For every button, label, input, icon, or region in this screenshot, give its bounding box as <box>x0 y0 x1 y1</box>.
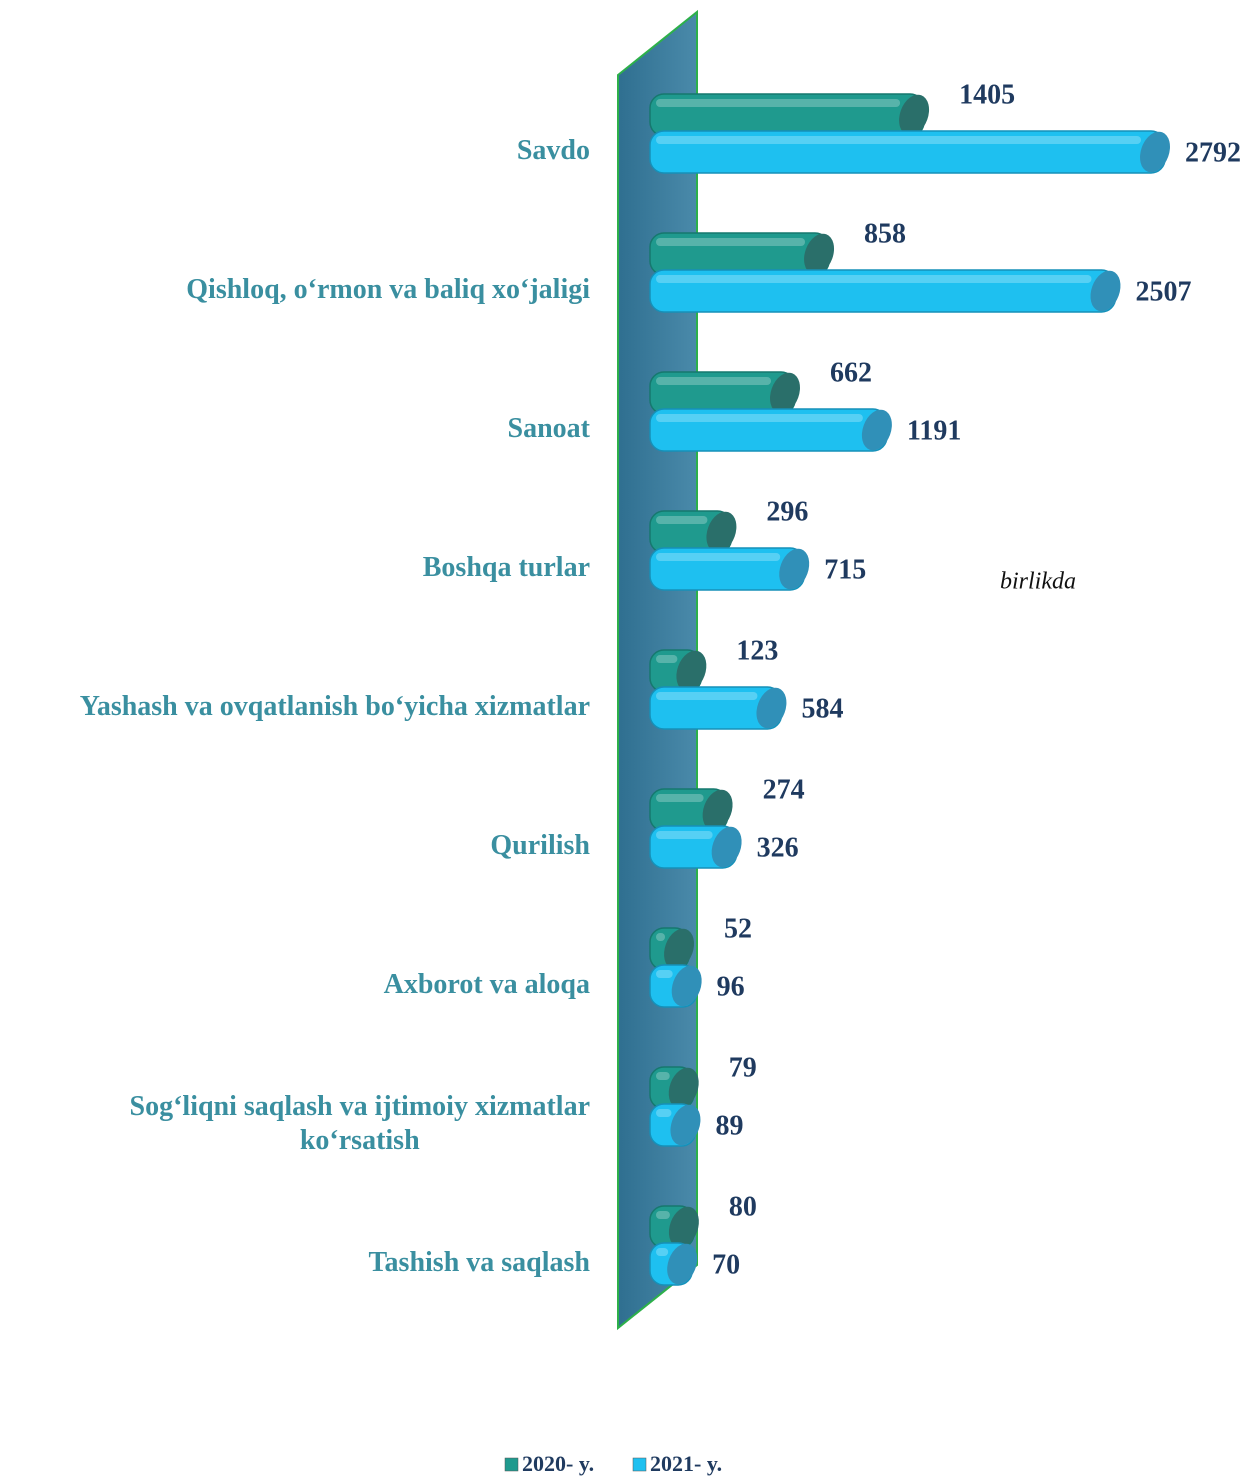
bar-cap <box>770 372 800 414</box>
legend-label: 2020- y. <box>522 1451 594 1476</box>
category-label: Qishloq, o‘rmon va baliq xo‘jaligi <box>186 274 590 305</box>
bar-highlight <box>656 692 758 700</box>
category-label: Boshqa turlar <box>422 552 590 583</box>
bar-cap <box>668 1067 699 1109</box>
bar-cap <box>779 548 810 590</box>
bar-cap <box>1140 131 1170 173</box>
bar-highlight <box>656 377 771 385</box>
bar-highlight <box>656 1211 670 1219</box>
value-label: 1191 <box>907 415 961 446</box>
value-label: 584 <box>801 693 843 724</box>
value-label: 2507 <box>1135 276 1191 307</box>
bar-cap <box>702 789 733 831</box>
value-label: 96 <box>717 971 745 1002</box>
bar-cap <box>1090 270 1121 312</box>
value-label: 1405 <box>959 79 1015 110</box>
bar-highlight <box>656 1072 670 1080</box>
category-label: Yashash va ovqatlanish bo‘yicha xizmatla… <box>79 691 590 722</box>
bar-cap <box>706 511 737 553</box>
bar-cap <box>711 826 742 868</box>
bar-cap <box>668 1206 699 1248</box>
legend-label: 2021- y. <box>650 1451 722 1476</box>
bar-highlight <box>656 933 666 941</box>
category-label: Sanoat <box>507 413 590 444</box>
legend-swatch <box>504 1457 519 1472</box>
bar-highlight <box>656 1248 669 1256</box>
legend-swatch <box>632 1457 647 1472</box>
annotation: birlikda <box>1000 569 1076 595</box>
bar-highlight <box>656 516 708 524</box>
value-label: 296 <box>766 496 808 527</box>
bar-highlight <box>656 275 1092 283</box>
category-label: Tashish va saqlash <box>368 1247 590 1278</box>
value-label: 89 <box>715 1110 743 1141</box>
bar-highlight <box>656 794 704 802</box>
category-label: Savdo <box>516 135 590 166</box>
bar-highlight <box>656 970 673 978</box>
value-label: 326 <box>757 832 799 863</box>
bar-highlight <box>656 136 1141 144</box>
bar-cap <box>861 409 892 451</box>
category-label: Sog‘liqni saqlash va ijtimoiy xizmatlar … <box>129 1091 590 1156</box>
bar-highlight <box>656 831 713 839</box>
bar-highlight <box>656 655 678 663</box>
bar-cap <box>756 687 787 729</box>
category-label: Qurilish <box>490 830 590 861</box>
category-label: Axborot va aloqa <box>383 969 590 1000</box>
value-label: 123 <box>736 635 778 666</box>
bar-cap <box>804 233 835 275</box>
bar-highlight <box>656 238 806 246</box>
value-label: 2792 <box>1185 137 1241 168</box>
value-label: 274 <box>763 774 805 805</box>
value-label: 858 <box>864 218 906 249</box>
value-label: 80 <box>729 1191 757 1222</box>
bar-cap <box>670 1104 701 1146</box>
bar-cap <box>671 965 702 1007</box>
bar-highlight <box>656 553 781 561</box>
bar-cap <box>667 1243 698 1285</box>
value-label: 70 <box>712 1249 740 1280</box>
bar-highlight <box>656 414 863 422</box>
value-label: 79 <box>729 1052 757 1083</box>
bar-cap <box>899 94 930 136</box>
bar-cap <box>676 650 707 692</box>
value-label: 52 <box>724 913 752 944</box>
value-label: 662 <box>830 357 872 388</box>
bar-highlight <box>656 1109 672 1117</box>
value-label: 715 <box>824 554 866 585</box>
bar-cap <box>664 928 695 970</box>
bar-highlight <box>656 99 901 107</box>
